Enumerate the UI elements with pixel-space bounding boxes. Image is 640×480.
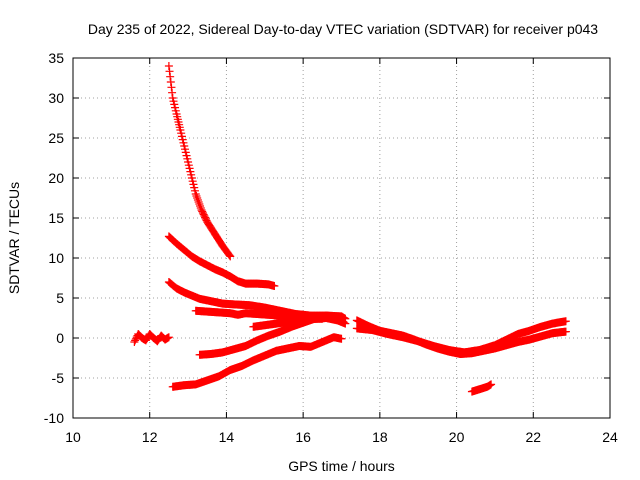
data-point bbox=[165, 67, 174, 76]
x-tick-label: 12 bbox=[142, 429, 158, 445]
data-point bbox=[168, 88, 177, 97]
series-arc-2 bbox=[164, 232, 279, 290]
series-arc-8 bbox=[168, 333, 346, 391]
data-point bbox=[487, 380, 496, 389]
data-point bbox=[191, 190, 200, 198]
data-point bbox=[193, 194, 202, 202]
y-tick-label: 30 bbox=[48, 90, 64, 106]
x-tick-label: 14 bbox=[219, 429, 235, 445]
data-point bbox=[195, 200, 204, 208]
data-point bbox=[166, 72, 175, 81]
series-arc-1 bbox=[164, 62, 235, 261]
y-tick-label: -10 bbox=[44, 410, 64, 426]
data-point bbox=[192, 192, 201, 200]
y-tick-label: 5 bbox=[56, 290, 64, 306]
x-tick-label: 22 bbox=[525, 429, 541, 445]
series-arc-11 bbox=[467, 380, 496, 396]
y-tick-label: -5 bbox=[52, 370, 65, 386]
series-arc-10 bbox=[352, 317, 570, 357]
y-tick-label: 35 bbox=[48, 50, 64, 66]
series-arc-7 bbox=[195, 311, 348, 359]
data-point bbox=[166, 78, 175, 86]
x-tick-label: 16 bbox=[295, 429, 311, 445]
data-point bbox=[339, 318, 348, 326]
data-point bbox=[270, 282, 279, 290]
y-tick-labels: -10 -5 0 5 10 15 20 25 30 35 bbox=[44, 50, 64, 426]
series-arc-6 bbox=[130, 330, 173, 346]
data-point bbox=[167, 83, 176, 92]
grid-lines bbox=[73, 58, 610, 418]
data-point bbox=[193, 196, 202, 204]
x-tick-label: 20 bbox=[449, 429, 465, 445]
x-tick-labels: 10 12 14 16 18 20 22 24 bbox=[65, 429, 618, 445]
y-tick-label: 20 bbox=[48, 170, 64, 186]
data-point bbox=[164, 333, 173, 342]
data-point bbox=[225, 251, 234, 260]
y-tick-label: 10 bbox=[48, 250, 64, 266]
data-point bbox=[226, 252, 235, 261]
y-tick-label: 25 bbox=[48, 130, 64, 146]
data-point bbox=[196, 204, 205, 212]
x-tick-label: 10 bbox=[65, 429, 81, 445]
data-point bbox=[561, 317, 570, 326]
data-point bbox=[164, 62, 173, 70]
data-point bbox=[196, 202, 205, 210]
axis-ticks bbox=[72, 57, 611, 419]
x-tick-label: 24 bbox=[602, 429, 618, 445]
x-axis-label: GPS time / hours bbox=[288, 458, 395, 474]
chart-title: Day 235 of 2022, Sidereal Day-to-day VTE… bbox=[88, 21, 598, 37]
plot-frame bbox=[72, 57, 611, 419]
x-tick-label: 18 bbox=[372, 429, 388, 445]
data-point bbox=[561, 327, 570, 336]
y-tick-label: 0 bbox=[56, 330, 64, 346]
y-axis-label: SDTVAR / TECUs bbox=[6, 182, 22, 294]
y-tick-label: 15 bbox=[48, 210, 64, 226]
data-point bbox=[337, 334, 346, 343]
data-point bbox=[194, 198, 203, 206]
data-points bbox=[130, 62, 570, 396]
